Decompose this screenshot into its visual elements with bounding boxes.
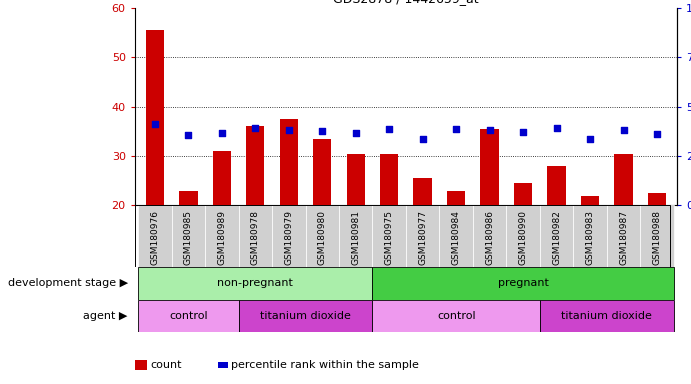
Bar — [138, 300, 238, 332]
Text: GSM180984: GSM180984 — [452, 210, 461, 265]
Text: percentile rank within the sample: percentile rank within the sample — [231, 360, 419, 370]
Text: count: count — [150, 360, 182, 370]
Bar — [138, 267, 372, 300]
Text: GSM180990: GSM180990 — [519, 210, 528, 265]
Point — [618, 127, 629, 133]
FancyBboxPatch shape — [473, 205, 507, 267]
Point — [417, 136, 428, 142]
Text: non-pregnant: non-pregnant — [218, 278, 293, 288]
Bar — [380, 154, 399, 304]
Title: GDS2878 / 1442659_at: GDS2878 / 1442659_at — [333, 0, 479, 5]
Text: GSM180975: GSM180975 — [385, 210, 394, 265]
Text: titanium dioxide: titanium dioxide — [260, 311, 351, 321]
Point — [216, 130, 227, 136]
Bar — [447, 190, 466, 304]
FancyBboxPatch shape — [339, 205, 372, 267]
Bar — [280, 119, 298, 304]
Point — [183, 132, 194, 138]
Point — [316, 128, 328, 134]
Point — [551, 125, 562, 131]
Point — [518, 129, 529, 135]
Text: GSM180986: GSM180986 — [485, 210, 494, 265]
FancyBboxPatch shape — [305, 205, 339, 267]
FancyBboxPatch shape — [439, 205, 473, 267]
Text: control: control — [437, 311, 475, 321]
Text: GSM180981: GSM180981 — [351, 210, 360, 265]
Text: GSM180983: GSM180983 — [586, 210, 595, 265]
Bar — [514, 183, 532, 304]
Point — [652, 131, 663, 137]
Text: GSM180987: GSM180987 — [619, 210, 628, 265]
FancyBboxPatch shape — [607, 205, 641, 267]
FancyBboxPatch shape — [171, 205, 205, 267]
Bar — [581, 195, 599, 304]
Point — [585, 136, 596, 142]
Bar — [313, 139, 332, 304]
Text: GSM180989: GSM180989 — [217, 210, 226, 265]
Text: GSM180980: GSM180980 — [318, 210, 327, 265]
FancyBboxPatch shape — [574, 205, 607, 267]
Point — [283, 127, 294, 133]
Bar — [648, 193, 666, 304]
Text: titanium dioxide: titanium dioxide — [561, 311, 652, 321]
Text: pregnant: pregnant — [498, 278, 549, 288]
FancyBboxPatch shape — [138, 205, 171, 267]
FancyBboxPatch shape — [641, 205, 674, 267]
FancyBboxPatch shape — [205, 205, 238, 267]
Bar — [246, 126, 265, 304]
FancyBboxPatch shape — [272, 205, 305, 267]
Text: development stage ▶: development stage ▶ — [8, 278, 128, 288]
Text: GSM180976: GSM180976 — [151, 210, 160, 265]
Text: GSM180979: GSM180979 — [284, 210, 293, 265]
Text: agent ▶: agent ▶ — [84, 311, 128, 321]
Text: control: control — [169, 311, 207, 321]
Bar — [213, 151, 231, 304]
FancyBboxPatch shape — [238, 205, 272, 267]
Bar — [540, 300, 674, 332]
Point — [451, 126, 462, 132]
FancyBboxPatch shape — [540, 205, 574, 267]
Point — [249, 125, 261, 131]
Point — [484, 127, 495, 133]
Point — [384, 126, 395, 132]
Point — [350, 130, 361, 136]
Bar — [614, 154, 633, 304]
Point — [149, 121, 160, 127]
FancyBboxPatch shape — [406, 205, 439, 267]
Text: GSM180988: GSM180988 — [652, 210, 661, 265]
Text: GSM180982: GSM180982 — [552, 210, 561, 265]
Bar — [372, 267, 674, 300]
Text: GSM180978: GSM180978 — [251, 210, 260, 265]
Bar — [146, 30, 164, 304]
Text: GSM180977: GSM180977 — [418, 210, 427, 265]
Bar — [179, 190, 198, 304]
Bar — [413, 178, 432, 304]
Bar — [238, 300, 372, 332]
FancyBboxPatch shape — [507, 205, 540, 267]
Bar — [372, 300, 540, 332]
Bar — [547, 166, 566, 304]
Bar — [480, 129, 499, 304]
FancyBboxPatch shape — [372, 205, 406, 267]
Bar — [346, 154, 365, 304]
Text: GSM180985: GSM180985 — [184, 210, 193, 265]
